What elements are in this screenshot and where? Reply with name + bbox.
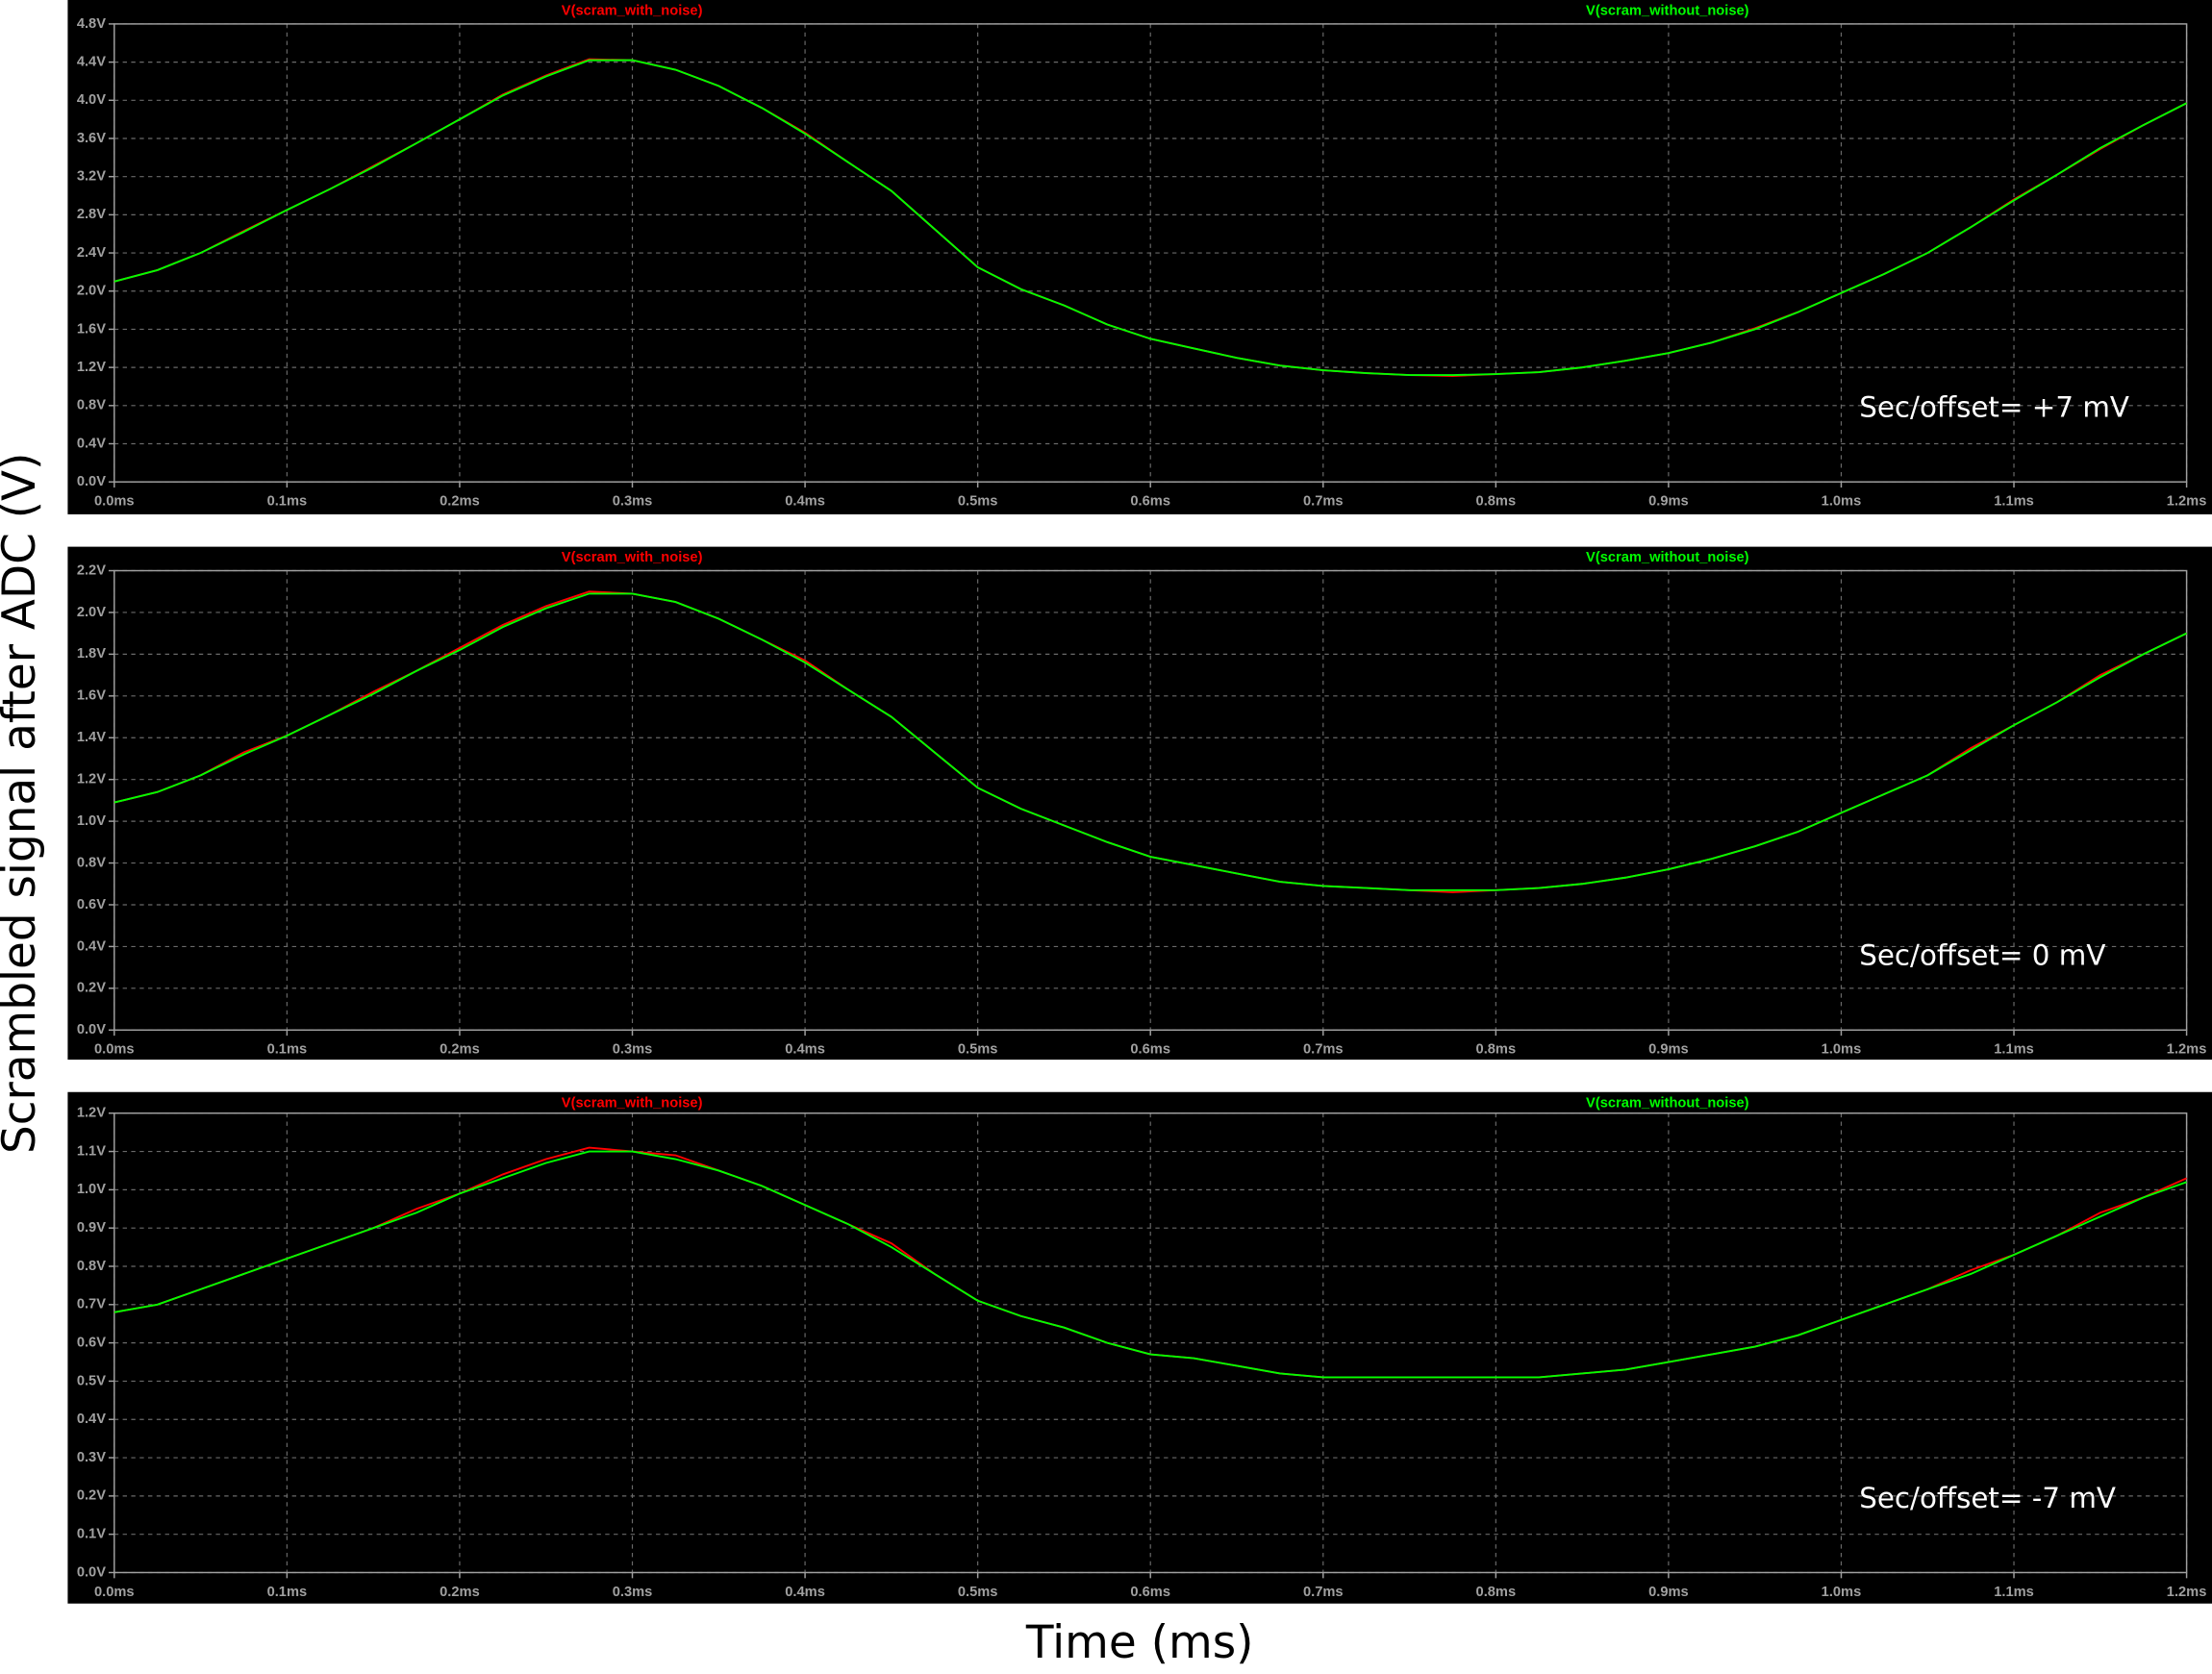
x-tick-label: 0.5ms — [958, 1042, 998, 1058]
y-tick-label: 1.4V — [77, 730, 106, 745]
x-tick-label: 1.2ms — [2167, 494, 2207, 510]
x-tick-label: 0.2ms — [440, 1585, 480, 1600]
x-tick-label: 0.8ms — [1476, 1585, 1517, 1600]
x-tick-label: 1.1ms — [1994, 1585, 2034, 1600]
x-tick-label: 0.2ms — [440, 494, 480, 510]
x-tick-label: 1.2ms — [2167, 1042, 2207, 1058]
legend-entry: V(scram_without_noise) — [1586, 550, 1749, 565]
panel-background — [67, 1091, 2212, 1604]
x-axis-title: Time (ms) — [1025, 1616, 1254, 1669]
x-tick-label: 0.4ms — [785, 494, 825, 510]
y-tick-label: 0.7V — [77, 1297, 106, 1312]
y-tick-label: 1.6V — [77, 321, 106, 337]
x-tick-label: 0.7ms — [1303, 1042, 1344, 1058]
plot-frame — [113, 569, 2188, 1032]
x-tick-label: 0.9ms — [1648, 1585, 1689, 1600]
x-tick-label: 1.0ms — [1822, 1042, 1862, 1058]
x-tick-label: 1.1ms — [1994, 494, 2034, 510]
x-tick-label: 0.9ms — [1648, 1042, 1689, 1058]
y-tick-label: 1.0V — [77, 813, 106, 829]
y-tick-label: 0.6V — [77, 897, 106, 912]
y-tick-label: 2.8V — [77, 207, 106, 222]
annotation: Sec/offset= 0 mV — [1859, 939, 2105, 972]
y-tick-label: 1.6V — [77, 688, 106, 704]
x-tick-label: 0.1ms — [267, 494, 308, 510]
x-tick-label: 0.6ms — [1130, 494, 1170, 510]
x-tick-label: 1.0ms — [1822, 494, 1862, 510]
y-tick-label: 1.0V — [77, 1182, 106, 1197]
y-tick-label: 1.8V — [77, 646, 106, 662]
y-tick-label: 0.1V — [77, 1527, 106, 1542]
y-tick-label: 0.4V — [77, 436, 106, 451]
x-tick-label: 0.9ms — [1648, 494, 1689, 510]
x-tick-label: 1.1ms — [1994, 1042, 2034, 1058]
y-tick-label: 1.2V — [77, 1106, 106, 1121]
y-tick-label: 0.0V — [77, 1022, 106, 1037]
y-axis-title: Scrambled signal after ADC (V) — [0, 453, 46, 1154]
y-tick-label: 0.4V — [77, 1412, 106, 1427]
x-tick-label: 0.2ms — [440, 1042, 480, 1058]
y-tick-label: 4.0V — [77, 92, 106, 108]
annotation: Sec/offset= -7 mV — [1859, 1482, 2116, 1514]
legend-entry: V(scram_with_noise) — [562, 1095, 703, 1111]
x-tick-label: 1.2ms — [2167, 1585, 2207, 1600]
panel-background — [67, 0, 2212, 514]
series-line — [113, 59, 2188, 377]
y-tick-label: 0.3V — [77, 1450, 106, 1465]
x-tick-label: 0.7ms — [1303, 1585, 1344, 1600]
annotation: Sec/offset= +7 mV — [1859, 391, 2129, 424]
plot-frame — [113, 1112, 2188, 1574]
x-tick-label: 0.0ms — [94, 494, 135, 510]
series-line — [113, 592, 2188, 891]
y-tick-label: 0.8V — [77, 1259, 106, 1274]
y-tick-label: 1.2V — [77, 360, 106, 375]
y-tick-label: 0.8V — [77, 855, 106, 870]
x-tick-label: 0.5ms — [958, 494, 998, 510]
x-tick-label: 0.3ms — [613, 1585, 653, 1600]
x-tick-label: 0.8ms — [1476, 494, 1517, 510]
legend-entry: V(scram_with_noise) — [562, 550, 703, 565]
x-tick-label: 0.4ms — [785, 1042, 825, 1058]
x-tick-label: 0.0ms — [94, 1042, 135, 1058]
y-tick-label: 1.2V — [77, 772, 106, 787]
x-tick-label: 1.0ms — [1822, 1585, 1862, 1600]
x-tick-label: 0.5ms — [958, 1585, 998, 1600]
y-tick-label: 3.2V — [77, 169, 106, 185]
y-tick-label: 0.4V — [77, 938, 106, 954]
x-tick-label: 0.6ms — [1130, 1042, 1170, 1058]
y-tick-label: 3.6V — [77, 131, 106, 146]
x-tick-label: 0.7ms — [1303, 494, 1344, 510]
x-tick-label: 0.8ms — [1476, 1042, 1517, 1058]
legend-entry: V(scram_without_noise) — [1586, 1095, 1749, 1111]
x-tick-label: 0.6ms — [1130, 1585, 1170, 1600]
y-tick-label: 4.4V — [77, 54, 106, 69]
x-tick-label: 0.3ms — [613, 1042, 653, 1058]
panel-background — [67, 546, 2212, 1061]
y-tick-label: 0.6V — [77, 1335, 106, 1350]
x-tick-label: 0.0ms — [94, 1585, 135, 1600]
x-tick-label: 0.1ms — [267, 1585, 308, 1600]
y-tick-label: 0.2V — [77, 1488, 106, 1504]
y-tick-label: 2.2V — [77, 562, 106, 578]
y-tick-label: 0.0V — [77, 1564, 106, 1580]
y-tick-label: 0.8V — [77, 398, 106, 413]
plot-frame — [113, 23, 2188, 483]
x-tick-label: 0.3ms — [613, 494, 653, 510]
y-tick-label: 0.2V — [77, 981, 106, 996]
series-line — [113, 1150, 2187, 1379]
legend-entry: V(scram_without_noise) — [1586, 4, 1749, 19]
y-tick-label: 0.9V — [77, 1220, 106, 1236]
y-tick-label: 4.8V — [77, 16, 106, 32]
x-tick-label: 0.1ms — [267, 1042, 308, 1058]
y-tick-label: 2.0V — [77, 605, 106, 620]
y-tick-label: 2.0V — [77, 284, 106, 299]
x-tick-label: 0.4ms — [785, 1585, 825, 1600]
y-tick-label: 1.1V — [77, 1143, 106, 1159]
y-tick-label: 0.5V — [77, 1373, 106, 1388]
y-tick-label: 2.4V — [77, 245, 106, 261]
y-tick-label: 0.0V — [77, 474, 106, 489]
legend-entry: V(scram_with_noise) — [562, 4, 703, 19]
